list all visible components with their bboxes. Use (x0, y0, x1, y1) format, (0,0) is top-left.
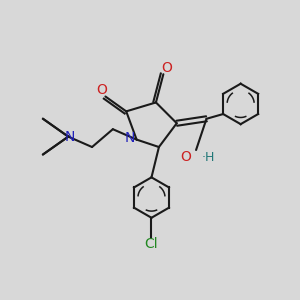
Text: ·H: ·H (201, 151, 215, 164)
Text: O: O (180, 150, 191, 164)
Text: Cl: Cl (145, 237, 158, 251)
Text: O: O (96, 83, 107, 97)
Text: N: N (125, 131, 135, 145)
Text: O: O (161, 61, 172, 75)
Text: N: N (64, 130, 75, 144)
